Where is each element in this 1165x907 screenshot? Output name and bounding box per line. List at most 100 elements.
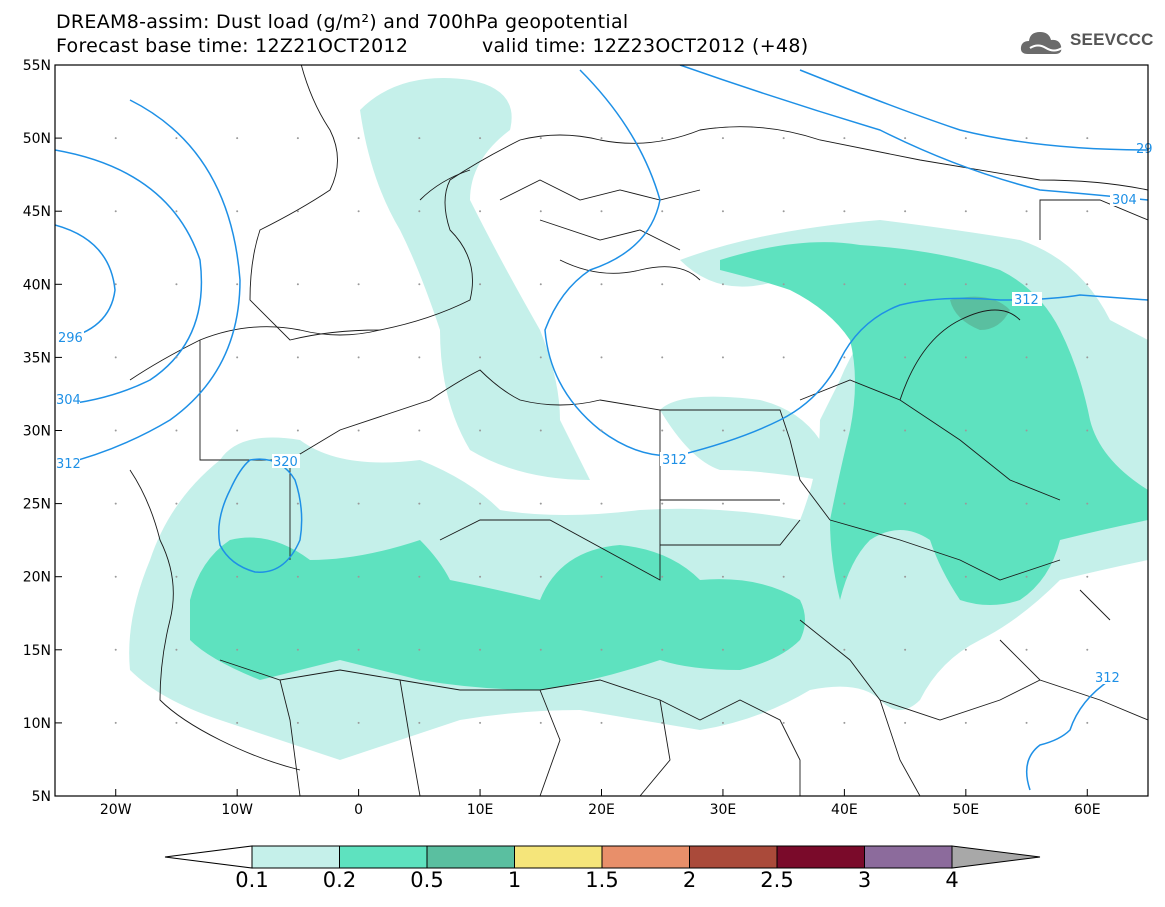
grid-dot [418,721,421,724]
lat-tick-label: 25N [23,497,51,513]
grid-dot [357,137,360,140]
contour-label: 320 [273,455,298,470]
grid-dot [904,137,907,140]
grid-dot [661,648,664,651]
grid-dot [418,137,421,140]
grid-dot [721,137,724,140]
dust-level-0-5 [950,296,1010,330]
grid-dot [539,210,542,213]
grid-dot [236,283,239,286]
chart-title: DREAM8-assim: Dust load (g/m²) and 700hP… [56,11,629,33]
contour-label: 29 [1136,142,1153,157]
grid-dot [236,137,239,140]
lon-tick-label: 0 [354,802,363,818]
grid-dot [843,283,846,286]
grid-dot [539,429,542,432]
grid-dot [296,137,299,140]
grid-dot [843,356,846,359]
grid-dot [539,502,542,505]
grid-dot [479,283,482,286]
grid-dot [418,429,421,432]
contour-label: 304 [1112,193,1137,208]
grid-dot [114,721,117,724]
lon-tick-label: 50E [952,802,979,818]
grid-dot [721,575,724,578]
grid-dot [357,356,360,359]
grid-dot [782,648,785,651]
lon-tick-label: 10E [467,802,494,818]
grid-dot [1025,502,1028,505]
grid-dot [904,721,907,724]
colorbar-low-arrow [164,845,253,869]
grid-dot [114,502,117,505]
grid-dot [479,429,482,432]
contour-label: 296 [58,331,83,346]
lon-tick-label: 30E [710,802,737,818]
grid-dot [782,356,785,359]
lat-tick-label: 15N [23,643,51,659]
grid-dot [175,283,178,286]
colorbar-segment [864,845,953,869]
grid-dot [661,721,664,724]
grid-dot [236,502,239,505]
grid-dot [1086,356,1089,359]
grid-dot [1025,721,1028,724]
grid-dot [782,283,785,286]
grid-dot [964,575,967,578]
colorbar-label: 2 [682,868,697,892]
grid-dot [964,648,967,651]
grid-dot [904,356,907,359]
grid-dot [357,283,360,286]
grid-dot [175,356,178,359]
colorbar-label: 1 [507,868,522,892]
grid-dot [236,210,239,213]
grid-dot [175,648,178,651]
colorbar-label: 0.1 [235,868,269,892]
grid-dot [1086,648,1089,651]
grid-dot [539,648,542,651]
colorbar-segment [776,845,865,869]
grid-dot [600,502,603,505]
grid-dot [843,429,846,432]
colorbar-label: 3 [857,868,872,892]
colorbar-segment [251,845,340,869]
grid-dot [539,575,542,578]
grid-dot [1025,356,1028,359]
grid-dot [114,283,117,286]
grid-dot [904,429,907,432]
grid-dot [782,210,785,213]
grid-dot [357,648,360,651]
grid-dot [1086,210,1089,213]
colorbar-label: 1.5 [585,868,619,892]
forecast-base-time: Forecast base time: 12Z21OCT2012 [56,35,409,57]
grid-dot [236,648,239,651]
grid-dot [1086,283,1089,286]
grid-dot [782,721,785,724]
contour-label: 312 [1095,671,1120,686]
grid-dot [964,137,967,140]
lat-tick-label: 10N [23,716,51,732]
grid-dot [1025,429,1028,432]
grid-dot [357,721,360,724]
grid-dot [1025,575,1028,578]
grid-dots [114,137,1089,724]
grid-dot [296,502,299,505]
grid-dot [600,429,603,432]
grid-dot [357,575,360,578]
grid-dot [661,502,664,505]
grid-dot [904,210,907,213]
grid-dot [357,210,360,213]
grid-dot [661,575,664,578]
grid-dot [843,721,846,724]
grid-dot [114,648,117,651]
grid-dot [418,648,421,651]
grid-dot [114,210,117,213]
lat-tick-label: 30N [23,424,51,440]
grid-dot [114,356,117,359]
grid-dot [600,356,603,359]
contour-label: 304 [56,393,81,408]
grid-dot [418,356,421,359]
grid-dot [843,575,846,578]
grid-dot [1086,575,1089,578]
grid-dot [479,137,482,140]
